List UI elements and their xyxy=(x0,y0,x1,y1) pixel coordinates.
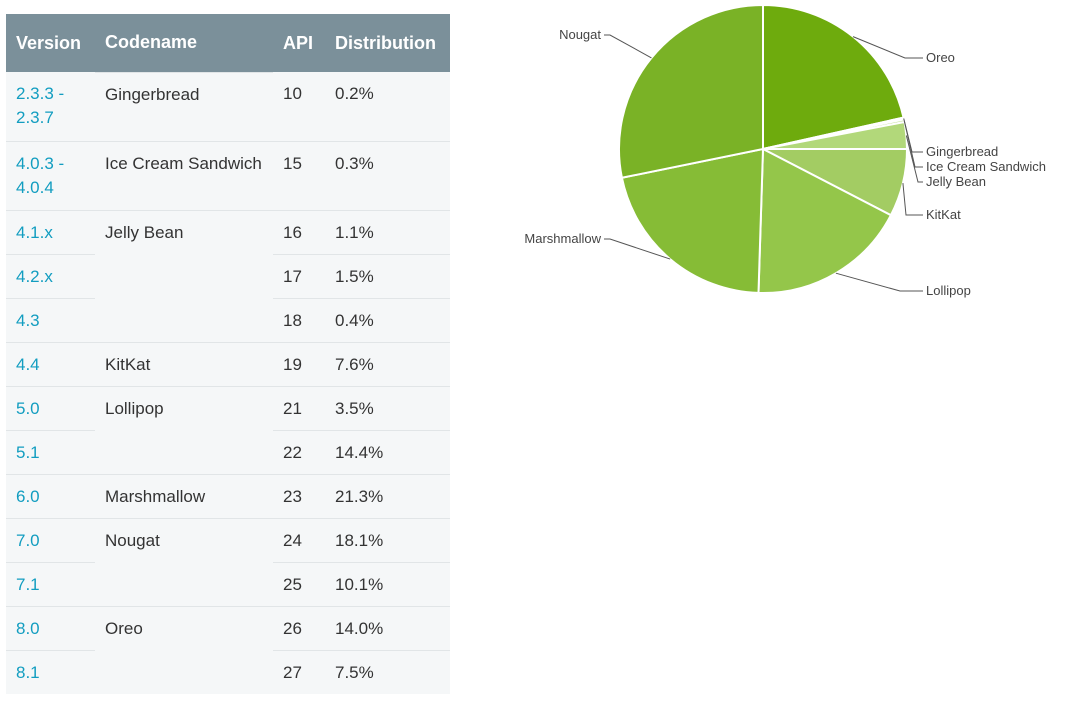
version-link[interactable]: 2.3.3 - 2.3.7 xyxy=(6,72,95,141)
distribution-cell: 7.5% xyxy=(325,649,450,694)
codename-cell: Lollipop xyxy=(95,385,273,474)
version-link[interactable]: 4.1.x xyxy=(6,209,95,254)
pie-label-ice-cream-sandwich: Ice Cream Sandwich xyxy=(926,159,1046,174)
distribution-table: Version Codename API Distribution 2.3.3 … xyxy=(6,14,450,694)
distribution-cell: 3.5% xyxy=(325,385,450,430)
distribution-cell: 1.5% xyxy=(325,253,450,298)
leader-line-kitkat xyxy=(902,183,923,216)
version-link[interactable]: 5.0 xyxy=(6,385,95,430)
distribution-cell: 18.1% xyxy=(325,517,450,562)
header-codename: Codename xyxy=(95,14,273,72)
api-cell: 25 xyxy=(273,561,325,606)
pie-label-nougat: Nougat xyxy=(559,27,601,42)
pie-slice-kitkat xyxy=(762,148,909,217)
pie-slice-ice-cream-sandwich xyxy=(762,118,906,150)
api-cell: 10 xyxy=(273,72,325,141)
distribution-cell: 0.4% xyxy=(325,297,450,342)
pie-slice-lollipop xyxy=(757,147,893,294)
leader-line-gingerbread xyxy=(903,118,923,153)
version-link[interactable]: 6.0 xyxy=(6,473,95,518)
pie-label-marshmallow: Marshmallow xyxy=(524,231,601,246)
pie-label-gingerbread: Gingerbread xyxy=(926,144,998,159)
api-cell: 23 xyxy=(273,473,325,518)
codename-cell: Jelly Bean xyxy=(95,209,273,342)
api-cell: 19 xyxy=(273,341,325,386)
api-cell: 26 xyxy=(273,605,325,650)
codename-cell: Gingerbread xyxy=(95,71,273,141)
distribution-cell: 10.1% xyxy=(325,561,450,606)
version-link[interactable]: 4.2.x xyxy=(6,253,95,298)
codename-cell: Oreo xyxy=(95,605,273,694)
table-row: 4.0.3 - 4.0.4 Ice Cream Sandwich 15 0.3% xyxy=(6,140,450,210)
table-row: 8.0 Oreo 26 14.0% xyxy=(6,605,450,694)
pie-slice-jelly-bean xyxy=(762,120,909,150)
api-cell: 15 xyxy=(273,140,325,210)
version-link[interactable]: 4.4 xyxy=(6,341,95,386)
leader-line-oreo xyxy=(852,36,923,59)
pie-label-lollipop: Lollipop xyxy=(926,283,971,298)
table-row: 8.1 27 7.5% xyxy=(6,649,450,694)
distribution-cell: 14.0% xyxy=(325,605,450,650)
header-api: API xyxy=(273,14,325,72)
distribution-cell: 7.6% xyxy=(325,341,450,386)
pie-slice-nougat xyxy=(618,3,764,179)
api-cell: 18 xyxy=(273,297,325,342)
pie-slice-marshmallow xyxy=(620,147,765,294)
distribution-cell: 14.4% xyxy=(325,429,450,474)
table-header-row: Version Codename API Distribution xyxy=(6,14,450,72)
api-cell: 16 xyxy=(273,209,325,254)
version-link[interactable]: 8.1 xyxy=(6,649,95,694)
api-cell: 22 xyxy=(273,429,325,474)
table-row: 2.3.3 - 2.3.7 Gingerbread 10 0.2% xyxy=(6,71,450,141)
table-row: 7.0 Nougat 24 18.1% xyxy=(6,517,450,606)
version-link[interactable]: 5.1 xyxy=(6,429,95,474)
pie-slice-gingerbread xyxy=(762,116,906,150)
leader-line-marshmallow xyxy=(604,238,671,260)
leader-line-jelly-bean xyxy=(905,135,923,183)
version-link[interactable]: 4.0.3 - 4.0.4 xyxy=(6,140,95,210)
table-row: 4.3 18 0.4% xyxy=(6,297,450,342)
distribution-cell: 21.3% xyxy=(325,473,450,518)
pie-slice-oreo xyxy=(762,3,905,151)
table-row: 4.2.x 17 1.5% xyxy=(6,253,450,298)
table-row: 4.4 KitKat 19 7.6% xyxy=(6,341,450,386)
distribution-cell: 0.3% xyxy=(325,140,450,210)
distribution-cell: 0.2% xyxy=(325,72,450,141)
table-row: 4.1.x Jelly Bean 16 1.1% xyxy=(6,209,450,342)
version-link[interactable]: 8.0 xyxy=(6,605,95,650)
api-cell: 27 xyxy=(273,649,325,694)
version-link[interactable]: 7.0 xyxy=(6,517,95,562)
pie-label-oreo: Oreo xyxy=(926,50,955,65)
api-cell: 17 xyxy=(273,253,325,298)
pie-label-jelly-bean: Jelly Bean xyxy=(926,174,986,189)
codename-cell: Ice Cream Sandwich xyxy=(95,140,273,210)
version-link[interactable]: 7.1 xyxy=(6,561,95,606)
api-cell: 24 xyxy=(273,517,325,562)
distribution-cell: 1.1% xyxy=(325,209,450,254)
codename-cell: Nougat xyxy=(95,517,273,606)
table-row: 6.0 Marshmallow 23 21.3% xyxy=(6,473,450,518)
table-row: 5.0 Lollipop 21 3.5% xyxy=(6,385,450,474)
codename-cell: Marshmallow xyxy=(95,473,273,518)
version-link[interactable]: 4.3 xyxy=(6,297,95,342)
codename-cell: KitKat xyxy=(95,341,273,386)
api-cell: 21 xyxy=(273,385,325,430)
leader-line-ice-cream-sandwich xyxy=(903,120,923,168)
leader-line-lollipop xyxy=(835,272,923,292)
leader-line-nougat xyxy=(604,34,652,59)
table-row: 5.1 22 14.4% xyxy=(6,429,450,474)
table-row: 7.1 25 10.1% xyxy=(6,561,450,606)
pie-label-kitkat: KitKat xyxy=(926,207,961,222)
header-version: Version xyxy=(6,14,95,72)
header-distribution: Distribution xyxy=(325,14,450,72)
